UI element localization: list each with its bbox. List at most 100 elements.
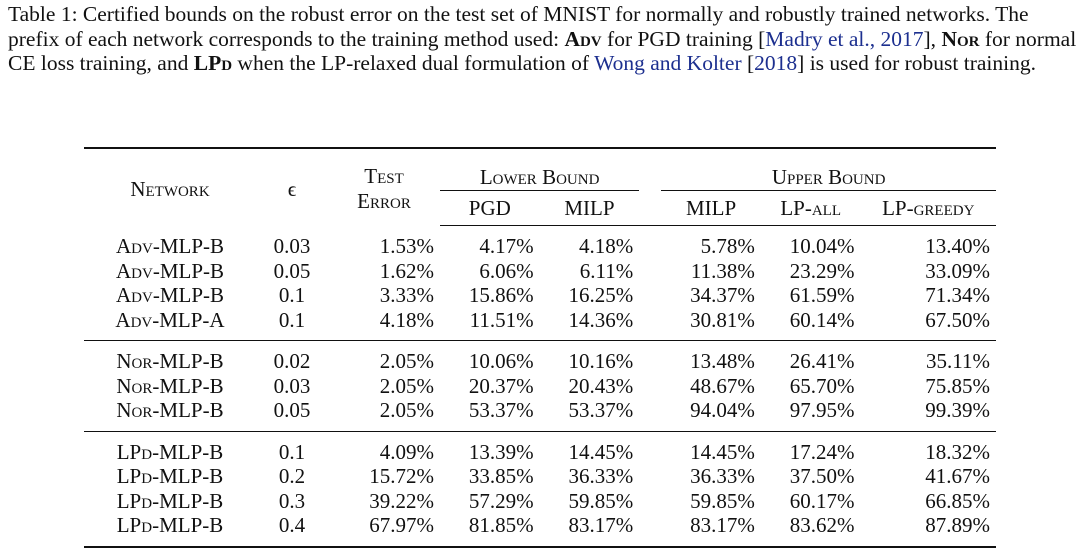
- table-row: LPd-MLP-B 0.2 15.72% 33.85% 36.33% 36.33% 37.5…: [84, 464, 996, 489]
- caption-lpd-text: when the LP-relaxed dual formulation of: [232, 51, 595, 75]
- cell-pgd: 20.37%: [468, 373, 534, 398]
- network-prefix: LPd: [116, 513, 153, 538]
- citation-madry[interactable]: Madry et al., 2017: [765, 26, 924, 51]
- cell-pgd: 15.86%: [468, 283, 534, 308]
- network-suffix: -MLP-B: [152, 258, 225, 283]
- header-network: Network: [130, 176, 210, 201]
- header-pgd: PGD: [440, 190, 540, 226]
- caption-adv-text: for PGD training [: [601, 26, 766, 51]
- cell-lp-all: 97.95%: [789, 398, 855, 423]
- cell-lp-all: 60.17%: [789, 488, 855, 513]
- cell-epsilon: 0.4: [256, 513, 328, 548]
- caption-suffix: ] is used for robust training.: [797, 51, 1037, 75]
- network-suffix: -MLP-B: [152, 513, 224, 538]
- cell-test-error: 2.05%: [379, 398, 434, 423]
- citation-wong-kolter[interactable]: Wong and Kolter: [594, 51, 742, 75]
- network-prefix: Adv: [115, 283, 153, 308]
- cell-epsilon: 0.05: [273, 258, 311, 283]
- cell-network: LPd-MLP-B: [84, 430, 256, 464]
- cell-test-error: 39.22%: [369, 488, 434, 513]
- cell-epsilon: 0.03: [273, 234, 311, 258]
- citation-wong-year[interactable]: 2018: [754, 51, 798, 75]
- header-lp-all: LP-all: [760, 190, 861, 226]
- header-gap: [639, 148, 661, 191]
- cell-pgd: 10.06%: [440, 340, 540, 374]
- cell-test-error: 1.62%: [379, 258, 434, 283]
- header-gap-2: [639, 190, 662, 226]
- network-prefix: Adv: [115, 234, 153, 258]
- table-row: Adv-MLP-B 0.05 1.62% 6.06% 6.11% 11.38% 23.29%…: [84, 259, 996, 284]
- header-test-error: Test Error: [328, 148, 440, 226]
- cell-milp-upper: 5.78%: [700, 234, 755, 259]
- cell-pgd: 13.39%: [440, 430, 540, 464]
- cell-epsilon: 0.1: [256, 430, 328, 464]
- cell-milp-upper: 94.04%: [690, 398, 755, 423]
- cell-test-error: 2.05%: [328, 340, 440, 374]
- cell-epsilon: 0.1: [278, 307, 306, 332]
- caption-lpd: LPd: [193, 51, 233, 75]
- cell-test-error: 4.09%: [328, 430, 440, 464]
- cell-epsilon: 0.3: [278, 488, 306, 513]
- cell-test-error: 4.18%: [379, 307, 434, 332]
- cell-lp-all: 83.62%: [760, 513, 861, 548]
- header-epsilon: ϵ: [287, 176, 297, 201]
- caption-after-madry: ],: [923, 26, 942, 51]
- cell-pgd: 81.85%: [440, 513, 540, 548]
- table-caption: Table 1: Certified bounds on the robust …: [8, 2, 1083, 76]
- cell-test-error: 67.97%: [328, 513, 440, 548]
- cell-lp-all: 10.04%: [789, 234, 855, 259]
- network-suffix: -MLP-B: [152, 234, 225, 258]
- cell-lp-greedy: 71.34%: [925, 283, 990, 308]
- cell-milp-upper: 14.45%: [661, 430, 761, 464]
- cell-milp-upper: 13.48%: [661, 340, 761, 374]
- cell-lp-all: 23.29%: [789, 258, 855, 283]
- cell-lp-greedy: 33.09%: [925, 258, 990, 283]
- cell-milp-lower: 16.25%: [568, 283, 634, 308]
- cell-network: Adv-MLP-A: [84, 308, 256, 341]
- cell-lp-greedy: 13.40%: [925, 234, 990, 259]
- network-prefix: LPd: [116, 439, 153, 464]
- header-test-error-line2: Error: [357, 189, 411, 214]
- header-row-1: Network ϵ Test Error Lower Bound Upper B…: [84, 148, 996, 213]
- network-prefix: Nor: [116, 373, 153, 398]
- cell-network: LPd-MLP-B: [84, 513, 256, 548]
- header-upper-bound: Upper Bound: [661, 148, 996, 191]
- cell-milp-lower: 4.18%: [579, 234, 634, 259]
- cell-pgd: 53.37%: [468, 398, 534, 423]
- cell-lp-all: 60.14%: [789, 307, 855, 332]
- cell-gap: [639, 464, 661, 489]
- cell-network: Nor-MLP-B: [84, 398, 256, 431]
- network-prefix: Adv: [115, 307, 153, 332]
- cell-network: LPd-MLP-B: [84, 489, 256, 514]
- caption-nor: Nor: [941, 26, 980, 51]
- cell-lp-all: 37.50%: [789, 464, 855, 489]
- cell-milp-upper: 83.17%: [661, 513, 761, 548]
- cell-network: LPd-MLP-B: [84, 464, 256, 489]
- header-test-error-line1: Test: [364, 164, 404, 189]
- cell-gap: [639, 398, 661, 431]
- network-prefix: Adv: [115, 258, 153, 283]
- cell-lp-greedy: 18.32%: [860, 430, 996, 464]
- cell-lp-greedy: 41.67%: [925, 464, 990, 489]
- cell-milp-lower: 14.36%: [568, 307, 634, 332]
- cell-lp-greedy: 66.85%: [925, 488, 990, 513]
- cell-epsilon: 0.03: [273, 373, 311, 398]
- cell-lp-all: 17.24%: [760, 430, 861, 464]
- cell-network: Adv-MLP-B: [84, 283, 256, 308]
- cell-lp-all: 61.59%: [789, 283, 855, 308]
- cell-gap: [639, 489, 661, 514]
- cell-lp-greedy: 99.39%: [925, 398, 990, 423]
- cell-epsilon: 0.02: [256, 340, 328, 374]
- caption-wong-year-open: [: [741, 51, 755, 75]
- cell-test-error: 2.05%: [379, 373, 434, 398]
- cell-network: Adv-MLP-B: [84, 259, 256, 284]
- cell-lp-greedy: 87.89%: [860, 513, 996, 548]
- cell-gap: [639, 340, 662, 374]
- network-suffix: -MLP-B: [152, 283, 225, 308]
- table-row: Adv-MLP-B 0.1 3.33% 15.86% 16.25% 34.37% 61.59…: [84, 283, 996, 308]
- cell-lp-greedy: 67.50%: [925, 307, 990, 332]
- table-row: LPd-MLP-B 0.4 67.97% 81.85% 83.17% 83.17% 83.6…: [84, 513, 996, 548]
- cell-milp-upper: 59.85%: [690, 488, 755, 513]
- network-prefix: LPd: [116, 488, 153, 513]
- cell-lp-greedy: 75.85%: [925, 373, 990, 398]
